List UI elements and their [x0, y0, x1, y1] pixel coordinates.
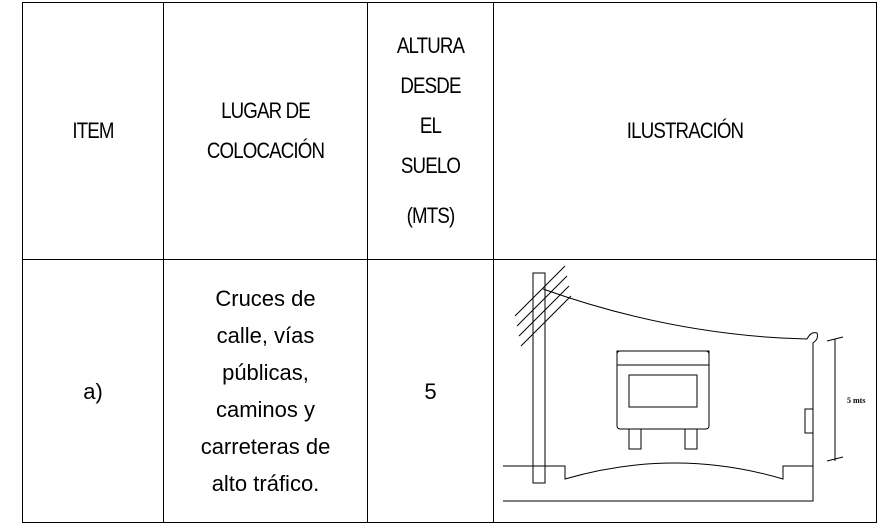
dimension-tick: [826, 336, 844, 342]
wheel: [628, 428, 642, 450]
header-cell: ALTURA DESDE EL SUELO (MTS): [367, 2, 494, 260]
text-line: EL: [419, 113, 442, 138]
text-line: calle, vías: [216, 323, 315, 348]
hatching: [514, 265, 572, 347]
cell: a): [22, 259, 164, 523]
illustration: 5 mts: [503, 265, 865, 502]
meter: [804, 408, 814, 434]
illustration-cell: 5 mts: [493, 259, 877, 523]
header-cell: ILUSTRACIÓN: [493, 2, 877, 260]
wall: [806, 332, 818, 501]
wire: [542, 288, 808, 340]
header-cell: LUGAR DE COLOCACIÓN: [163, 2, 368, 260]
vehicle-window: [628, 374, 698, 408]
text-line: (MTS): [406, 203, 456, 228]
text-line: ALTURA: [396, 33, 465, 58]
text-line: a): [83, 378, 103, 404]
dimension-tick: [826, 456, 844, 462]
text-line: públicas,: [222, 360, 309, 385]
text-line: caminos y: [215, 397, 316, 422]
vehicle: [616, 350, 710, 430]
table: ITEM LUGAR DE COLOCACIÓN ALTURA DESDE EL SUE…: [22, 2, 877, 523]
header-cell: ITEM: [22, 2, 164, 260]
text-line: 5: [424, 378, 437, 404]
text-line: ITEM: [72, 118, 114, 143]
text-line: ILUSTRACIÓN: [626, 118, 744, 143]
text-line: alto tráfico.: [211, 471, 320, 496]
wheel: [684, 428, 698, 450]
cell: 5: [367, 259, 494, 523]
text-line: SUELO: [400, 153, 461, 178]
text-line: COLOCACIÓN: [206, 138, 325, 163]
vehicle-top: [616, 350, 710, 366]
text-line: LUGAR DE: [221, 98, 311, 123]
cell: Cruces de calle, vías públicas, caminos y ca…: [163, 259, 368, 523]
text-line: carreteras de: [200, 434, 331, 459]
header-row: ITEM LUGAR DE COLOCACIÓN ALTURA DESDE EL SUE…: [22, 2, 877, 260]
dimension-label: 5 mts: [847, 396, 865, 405]
pole: [532, 272, 546, 484]
ground: [503, 462, 814, 502]
text-line: Cruces de: [215, 286, 316, 311]
data-row: a) Cruces de calle, vías públicas, caminos …: [22, 259, 877, 523]
text-line: DESDE: [400, 73, 461, 98]
